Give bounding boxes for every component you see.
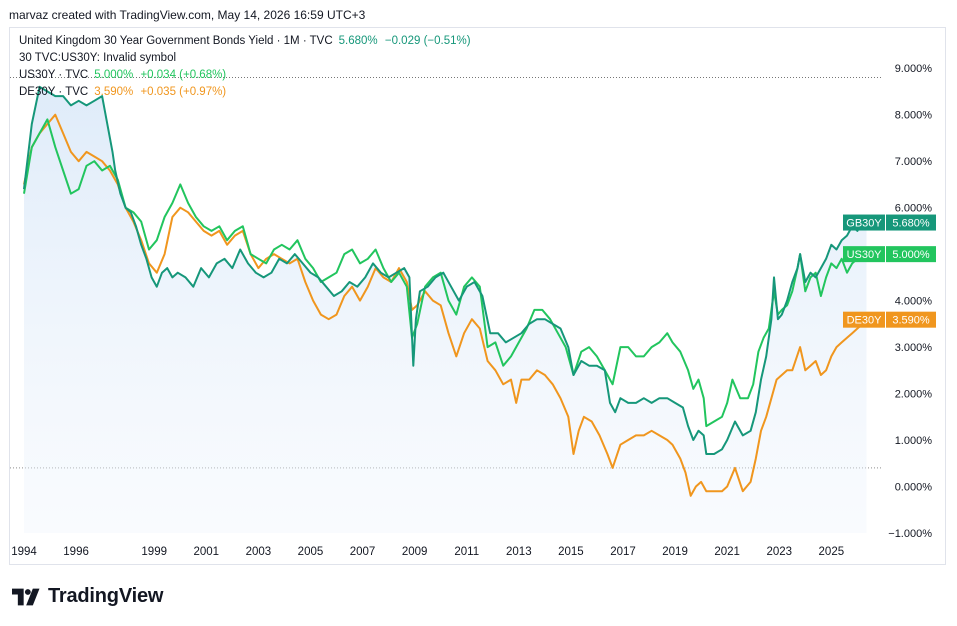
series-line-us30y[interactable] [23, 118, 868, 428]
x-tick-label: 2019 [662, 546, 688, 558]
x-tick-label: 2023 [766, 546, 792, 558]
y-tick-label: 7.000% [895, 156, 933, 168]
y-tick-label: 6.000% [895, 203, 933, 215]
legend-main-change: −0.029 (−0.51%) [384, 35, 471, 47]
badge-name-gb [843, 214, 885, 231]
x-tick-label: 1999 [141, 546, 167, 558]
y-axis: 9.000% 8.000% 7.000% 6.000% 5.000% 4.000% 3.00… [888, 63, 932, 540]
tradingview-logo[interactable]: TradingView [12, 585, 163, 608]
x-tick-label: 2001 [194, 546, 220, 558]
gb30y-area [24, 86, 867, 534]
x-tick-label: 2021 [714, 546, 740, 558]
y-tick-label: 9.000% [895, 63, 933, 75]
badge-value-text-us: 5.000% [892, 249, 930, 261]
y-tick-label: 0.000% [895, 482, 933, 494]
legend-invalid-label: 30 TVC:US30Y: Invalid symbol [19, 52, 177, 64]
x-tick-label: 2005 [298, 546, 324, 558]
y-tick-label: 1.000% [895, 435, 933, 447]
x-tick-label: 1994 [11, 546, 37, 558]
legend-de30y[interactable]: DE30Y · TVC 3.590% +0.035 (+0.97%) [19, 86, 226, 98]
series-lines [23, 85, 868, 497]
gb30y-area-fill [24, 86, 867, 534]
legend-main-label: United Kingdom 30 Year Government Bonds … [19, 35, 333, 47]
legend-us-label: US30Y · TVC [19, 69, 89, 81]
series-line-de30y[interactable] [23, 113, 868, 497]
badge-value-text-gb: 5.680% [892, 218, 930, 230]
legend-de-label: DE30Y · TVC [19, 86, 89, 98]
legend-us30y[interactable]: US30Y · TVC 5.000% +0.034 (+0.68%) [19, 69, 226, 81]
series-line-gb30y[interactable] [23, 85, 867, 455]
legend-main[interactable]: United Kingdom 30 Year Government Bonds … [19, 35, 471, 47]
x-tick-label: 2015 [558, 546, 584, 558]
x-tick-label: 2025 [819, 546, 845, 558]
chart-frame[interactable] [9, 27, 946, 565]
badge-name-us [843, 246, 885, 263]
last-value-badges: GB30Y 5.680% US30Y 5.000% DE30Y 3.590% [843, 214, 936, 328]
badge-name-text-gb: GB30Y [846, 218, 882, 230]
y-tick-label: 2.000% [895, 389, 933, 401]
x-tick-label: 2011 [454, 546, 479, 558]
badge-value-gb [886, 214, 936, 231]
x-tick-label: 1996 [63, 546, 89, 558]
y-tick-label: −1.000% [888, 528, 932, 540]
x-axis: 1994 1996 1999 2001 2003 2005 2007 2009 2011 2013… [11, 546, 844, 558]
y-tick-label: 8.000% [895, 110, 933, 122]
legend-main-value: 5.680% [338, 35, 378, 47]
legend-de-change: +0.035 (+0.97%) [140, 86, 227, 98]
badge-value-us [886, 246, 936, 263]
y-tick-label: 4.000% [895, 296, 933, 308]
chart-creator-caption: marvaz created with TradingView.com, May… [9, 8, 366, 22]
badge-name-text-us: US30Y [847, 249, 883, 261]
tradingview-logo-icon [12, 588, 40, 605]
x-tick-label: 2007 [350, 546, 376, 558]
x-tick-label: 2009 [402, 546, 428, 558]
badge-value-text-de: 3.590% [892, 315, 930, 327]
tradingview-brand-text: TradingView [48, 585, 164, 607]
y-tick-label: 3.000% [895, 342, 933, 354]
legend-us-value: 5.000% [94, 69, 134, 81]
badge-name-de [843, 311, 885, 328]
x-tick-label: 2017 [610, 546, 636, 558]
badge-value-de [886, 311, 936, 328]
badge-name-text-de: DE30Y [847, 315, 883, 327]
legend-invalid-symbol: 30 TVC:US30Y: Invalid symbol [19, 52, 176, 64]
x-tick-label: 2013 [506, 546, 532, 558]
legend-de-value: 3.590% [94, 86, 134, 98]
legend-us-change: +0.034 (+0.68%) [140, 69, 227, 81]
x-tick-label: 2003 [246, 546, 272, 558]
